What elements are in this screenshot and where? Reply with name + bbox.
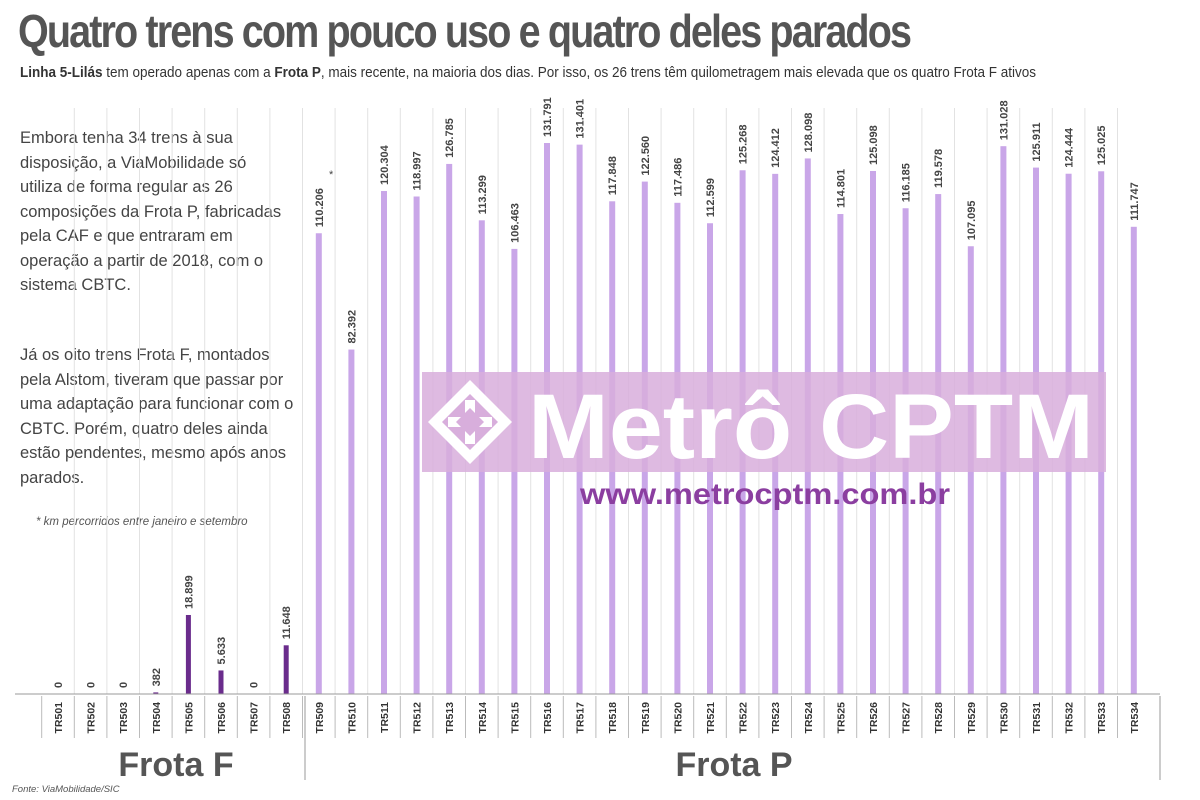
- value-label-tr514: 113.299: [477, 175, 489, 214]
- source-note: Fonte: ViaMobilidade/SIC: [12, 784, 120, 795]
- value-label-tr525: 114.801: [835, 169, 847, 208]
- frota-f-paragraph: Já os oito trens Frota F, montados pela …: [20, 346, 294, 487]
- tick-label-tr504: TR504: [151, 702, 163, 734]
- value-label-tr522: 125.268: [738, 125, 750, 165]
- bar-tr534: [1130, 226, 1137, 694]
- value-label-tr506: 5.633: [216, 637, 228, 665]
- tick-label-tr530: TR530: [998, 702, 1010, 734]
- value-label-tr531: 125.911: [1031, 122, 1043, 161]
- footnote-asterisk: *: [329, 169, 334, 181]
- tick-label-tr521: TR521: [705, 702, 717, 734]
- bar-tr509: [315, 233, 322, 695]
- value-label-tr504: 382: [151, 668, 163, 686]
- value-label-tr529: 107.095: [966, 200, 978, 240]
- value-label-tr507: 0: [249, 682, 261, 688]
- value-label-tr505: 18.899: [183, 575, 195, 609]
- value-label-tr511: 120.304: [379, 144, 391, 185]
- tick-label-tr514: TR514: [477, 702, 489, 734]
- subtitle-line-name: Linha 5-Lilás: [20, 64, 103, 81]
- tick-label-tr522: TR522: [738, 702, 750, 734]
- tick-label-tr534: TR534: [1129, 702, 1141, 734]
- value-label-tr520: 117.486: [672, 158, 684, 197]
- subtitle-part-1: tem operado apenas com a: [102, 64, 275, 81]
- fleet-label-frota-f: Frota F: [118, 746, 233, 784]
- watermark: Metrô CPTM www.metrocptm.com.br: [422, 372, 1106, 511]
- tick-label-tr507: TR507: [249, 702, 261, 734]
- value-label-tr532: 124.444: [1064, 127, 1076, 168]
- subtitle: Linha 5-Lilás tem operado apenas com a F…: [20, 64, 1036, 81]
- tick-label-tr518: TR518: [607, 702, 619, 734]
- value-label-tr512: 118.997: [412, 151, 424, 190]
- tick-label-tr525: TR525: [835, 702, 847, 734]
- tick-label-tr503: TR503: [118, 702, 130, 734]
- chart-value-labels: 0 0 0 382 18.899 5.633 0 11.648 110.206 82.392 120…: [53, 97, 1141, 688]
- bar-tr510: [348, 349, 355, 694]
- value-label-tr534: 111.747: [1129, 182, 1141, 221]
- intro-paragraph: Embora tenha 34 trens à sua disposição, …: [20, 129, 282, 294]
- tick-label-tr523: TR523: [770, 702, 782, 734]
- tick-label-tr532: TR532: [1064, 702, 1076, 734]
- tick-label-tr524: TR524: [803, 702, 815, 734]
- tick-label-tr529: TR529: [966, 702, 978, 734]
- tick-label-tr505: TR505: [183, 702, 195, 734]
- value-label-tr508: 11.648: [281, 606, 293, 639]
- value-label-tr515: 106.463: [509, 203, 521, 243]
- tick-label-tr502: TR502: [86, 702, 98, 734]
- metro-cptm-logo-icon: [428, 380, 512, 464]
- fleet-label-frota-p: Frota P: [675, 746, 792, 784]
- tick-label-tr513: TR513: [444, 702, 456, 734]
- value-label-tr519: 122.560: [640, 136, 652, 176]
- value-label-tr527: 116.185: [901, 163, 913, 202]
- value-label-tr516: 131.791: [542, 97, 554, 137]
- chart-category-ticks: TR501 TR502 TR503 TR504 TR505 TR506 TR507 TR508…: [41, 696, 1141, 738]
- value-label-tr502: 0: [86, 682, 98, 688]
- tick-label-tr520: TR520: [672, 702, 684, 734]
- value-label-tr510: 82.392: [346, 310, 358, 344]
- value-label-tr524: 128.098: [803, 113, 815, 153]
- value-label-tr533: 125.025: [1096, 126, 1108, 166]
- value-label-tr530: 131.028: [998, 100, 1010, 140]
- subtitle-part-2: , mais recente, na maioria dos dias. Por…: [320, 64, 1036, 81]
- tick-label-tr533: TR533: [1096, 702, 1108, 734]
- bar-tr508: [283, 645, 289, 694]
- tick-label-tr511: TR511: [379, 702, 391, 733]
- tick-label-tr517: TR517: [575, 702, 587, 734]
- value-label-tr503: 0: [118, 682, 130, 688]
- tick-label-tr526: TR526: [868, 702, 880, 734]
- tick-label-tr508: TR508: [281, 702, 293, 734]
- watermark-url: www.metrocptm.com.br: [579, 478, 950, 511]
- tick-label-tr509: TR509: [314, 702, 326, 734]
- tick-label-tr519: TR519: [640, 702, 652, 734]
- bar-tr504: [153, 692, 159, 694]
- tick-label-tr528: TR528: [933, 702, 945, 734]
- bar-tr512: [413, 196, 420, 695]
- value-label-tr513: 126.785: [444, 118, 456, 158]
- tick-label-tr512: TR512: [412, 702, 424, 734]
- value-label-tr518: 117.848: [607, 156, 619, 195]
- value-label-tr509: 110.206: [314, 188, 326, 227]
- bar-tr511: [381, 191, 387, 694]
- subtitle-fleet-name: Frota P: [274, 64, 321, 81]
- value-label-tr517: 131.401: [575, 99, 587, 139]
- value-label-tr501: 0: [53, 682, 65, 688]
- bar-tr505: [185, 614, 191, 694]
- tick-label-tr531: TR531: [1031, 702, 1043, 734]
- footnote: * km percorridos entre janeiro e setembr…: [36, 516, 248, 528]
- tick-label-tr516: TR516: [542, 702, 554, 734]
- tick-label-tr510: TR510: [346, 702, 358, 734]
- bar-tr506: [218, 670, 224, 694]
- value-label-tr521: 112.599: [705, 178, 717, 217]
- tick-label-tr506: TR506: [216, 702, 228, 734]
- value-label-tr528: 119.578: [933, 149, 945, 188]
- watermark-band: [422, 372, 1106, 472]
- watermark-brand: Metrô CPTM: [528, 376, 1094, 478]
- tick-label-tr501: TR501: [53, 702, 65, 734]
- value-label-tr526: 125.098: [868, 125, 880, 165]
- page-title: Quatro trens com pouco uso e quatro dele…: [18, 5, 912, 57]
- tick-label-tr527: TR527: [901, 702, 913, 734]
- value-label-tr523: 124.412: [770, 128, 782, 168]
- tick-label-tr515: TR515: [509, 702, 521, 734]
